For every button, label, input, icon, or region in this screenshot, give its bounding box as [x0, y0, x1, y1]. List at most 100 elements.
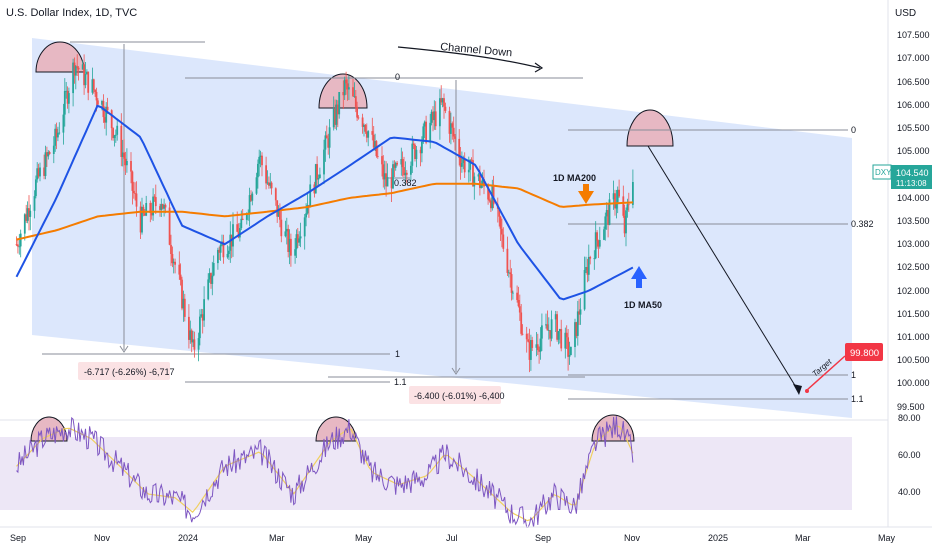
candle-body: [452, 127, 455, 137]
candle-body: [443, 98, 445, 107]
candle-body: [345, 79, 347, 84]
candle-body: [346, 83, 349, 90]
price-tick: 105.500: [897, 123, 930, 133]
candle-body: [403, 167, 405, 176]
candle-body: [488, 199, 491, 201]
candle-body: [385, 173, 387, 187]
candle-body: [28, 208, 30, 217]
candle-body: [203, 299, 205, 321]
candle-body: [268, 182, 270, 186]
candle-body: [550, 319, 553, 339]
candle-body: [558, 329, 561, 332]
candle-body: [130, 161, 132, 172]
candle-body: [240, 218, 243, 228]
candle-body: [285, 228, 288, 232]
candle-body: [228, 250, 230, 254]
candle-body: [134, 193, 136, 194]
candle-body: [290, 238, 292, 256]
rsi-tick: 40.00: [898, 487, 921, 497]
currency-selector[interactable]: USD: [895, 8, 917, 19]
candle-body: [574, 322, 576, 347]
candle-body: [319, 174, 321, 179]
candle-body: [208, 273, 211, 280]
candle-body: [473, 176, 476, 187]
candle-body: [404, 172, 407, 176]
symbol-badge: DXY: [872, 164, 892, 180]
candle-body: [604, 216, 607, 230]
candle-body: [279, 209, 281, 220]
candle-body: [76, 66, 79, 68]
fib-first-0-label: 0: [395, 72, 400, 82]
candle-body: [348, 87, 350, 90]
candle-body: [356, 106, 358, 118]
candle-body: [192, 339, 194, 343]
candle-body: [492, 186, 495, 205]
time-tick: Mar: [269, 533, 285, 543]
candle-body: [174, 261, 176, 265]
candle-body: [477, 174, 480, 177]
candle-body: [190, 330, 193, 343]
candle-body: [241, 218, 244, 220]
rsi-tick: 60.00: [898, 450, 921, 460]
candle-body: [448, 110, 451, 134]
candle-body: [612, 193, 615, 200]
measure-1-label: -6.717 (-6.26%) -6,717: [84, 367, 175, 377]
candle-body: [461, 163, 463, 167]
price-pane[interactable]: -6.717 (-6.26%) -6,717 -6.400 (-6.01%) -…: [15, 0, 889, 527]
candle-body: [502, 234, 505, 249]
candle-body: [170, 244, 172, 254]
candle-body: [405, 172, 408, 175]
measure-2-label: -6.400 (-6.01%) -6,400: [414, 391, 505, 401]
time-tick: Mar: [795, 533, 811, 543]
target-marker: [805, 355, 846, 393]
candle-body: [472, 160, 474, 187]
target-badge-text: 99.800: [850, 348, 879, 359]
candle-body: [575, 322, 578, 336]
candle-body: [618, 189, 620, 197]
candle-body: [608, 199, 611, 225]
candle-body: [400, 159, 403, 165]
candle-body: [632, 182, 634, 205]
time-axis[interactable]: Sep Nov 2024 Mar May Jul Sep Nov 2025 Ma…: [0, 526, 932, 543]
candle-body: [583, 270, 586, 310]
candle-body: [139, 206, 142, 233]
candle-body: [536, 344, 539, 351]
price-axis[interactable]: 107.500 107.000 106.500 106.000 105.500 …: [897, 30, 930, 412]
candle-body: [33, 196, 36, 211]
candle-body: [135, 193, 138, 207]
rsi-pane[interactable]: 80.00 60.00 40.00: [0, 413, 921, 528]
candle-body: [512, 292, 514, 294]
candle-body: [440, 98, 443, 103]
candle-body: [376, 156, 379, 157]
candle-body: [248, 195, 251, 213]
candle-body: [188, 316, 190, 340]
candle-body: [183, 298, 186, 317]
candle-body: [68, 93, 70, 104]
candle-body: [480, 184, 483, 188]
candle-body: [46, 152, 48, 157]
price-tick: 102.000: [897, 286, 930, 296]
candle-body: [626, 204, 629, 211]
candle-body: [470, 159, 473, 161]
candle-body: [84, 74, 87, 86]
candle-body: [554, 314, 557, 320]
candle-body: [62, 114, 65, 133]
candle-body: [94, 89, 96, 92]
candle-body: [295, 234, 298, 250]
candle-body: [210, 273, 212, 284]
measure-2: [451, 80, 461, 375]
candle-body: [547, 330, 550, 331]
candle-body: [386, 177, 389, 187]
candle-body: [265, 165, 267, 184]
candle-body: [622, 196, 625, 216]
candle-body: [419, 149, 422, 154]
candle-body: [160, 204, 163, 210]
candle-body: [142, 206, 145, 214]
candle-body: [219, 244, 222, 253]
candle-body: [594, 232, 597, 259]
candle-body: [222, 241, 225, 258]
price-tick: 106.500: [897, 77, 930, 87]
last-price-badge: 104.540 11:13:08: [891, 165, 932, 189]
